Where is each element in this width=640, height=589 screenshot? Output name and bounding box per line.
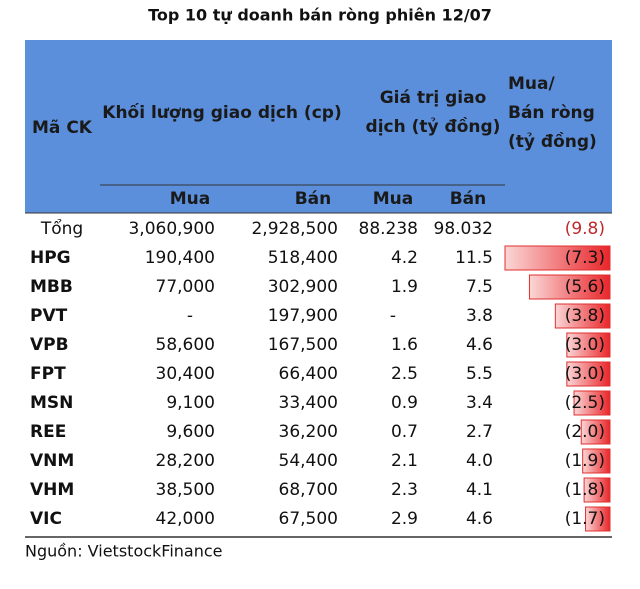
cell: 38,500 — [156, 480, 215, 500]
net-bar — [583, 477, 611, 503]
net-value: (3.8) — [565, 306, 605, 326]
cell: 190,400 — [145, 248, 215, 268]
cell: 9,100 — [166, 393, 215, 413]
cell: 7.5 — [466, 277, 493, 297]
cell: 5.5 — [466, 364, 493, 384]
row-code: Tổng — [40, 218, 83, 239]
header-value: dịch (tỷ đồng) — [366, 116, 501, 137]
cell: 2.5 — [391, 364, 418, 384]
net-bar — [554, 303, 611, 329]
header-sub: Bán — [295, 189, 332, 209]
cell: 4.1 — [466, 480, 493, 500]
header-value: Giá trị giao — [380, 88, 487, 108]
header-sub: Bán — [450, 189, 487, 209]
cell: 3.8 — [466, 306, 493, 326]
cell: 30,400 — [156, 364, 215, 384]
cell: 42,000 — [156, 509, 215, 529]
cell: 4.6 — [466, 335, 493, 355]
row-code: HPG — [30, 248, 71, 268]
row-code: REE — [30, 422, 66, 442]
net-value: (1.8) — [565, 480, 605, 500]
cell: 4.6 — [466, 509, 493, 529]
row-code: MSN — [30, 393, 73, 413]
cell: 77,000 — [156, 277, 215, 297]
cell: - — [187, 306, 193, 326]
cell: 2.7 — [466, 422, 493, 442]
cell: 302,900 — [268, 277, 338, 297]
row-code: PVT — [30, 306, 68, 326]
row-code: VIC — [30, 509, 62, 529]
header-volume: Khối lượng giao dịch (cp) — [102, 102, 341, 123]
cell: 518,400 — [268, 248, 338, 268]
net-value: (1.7) — [565, 509, 605, 529]
cell: 66,400 — [279, 364, 338, 384]
cell: 2,928,500 — [251, 219, 338, 239]
row-code: FPT — [30, 364, 66, 384]
header-net: (tỷ đồng) — [508, 131, 597, 152]
net-value: (1.9) — [565, 451, 605, 471]
net-value: (3.0) — [565, 364, 605, 384]
net-bar — [528, 274, 611, 300]
title: Top 10 tự doanh bán ròng phiên 12/07 — [148, 6, 492, 25]
cell: 1.9 — [391, 277, 418, 297]
cell: 0.9 — [391, 393, 418, 413]
header-net: Bán ròng — [508, 103, 595, 123]
cell: 2.9 — [391, 509, 418, 529]
cell: 54,400 — [279, 451, 338, 471]
source: Nguồn: VietstockFinance — [25, 542, 223, 561]
net-value: (3.0) — [565, 335, 605, 355]
cell: 67,500 — [279, 509, 338, 529]
header-bg — [25, 40, 612, 213]
cell: 98.032 — [434, 219, 493, 239]
header-net: Mua/ — [508, 74, 555, 94]
net-bar — [580, 419, 611, 445]
cell: 28,200 — [156, 451, 215, 471]
net-bar — [504, 245, 611, 271]
net-bar — [566, 332, 611, 358]
cell: 0.7 — [391, 422, 418, 442]
row-code: VNM — [30, 451, 74, 471]
header-sub: Mua — [170, 189, 211, 209]
net-value: (2.0) — [565, 422, 605, 442]
net-bar — [566, 361, 611, 387]
cell: 2.1 — [391, 451, 418, 471]
cell: 9,600 — [166, 422, 215, 442]
cell: 68,700 — [279, 480, 338, 500]
cell: 88.238 — [359, 219, 418, 239]
cell: 3.4 — [466, 393, 493, 413]
net-value: (2.5) — [565, 393, 605, 413]
cell: 58,600 — [156, 335, 215, 355]
cell: 11.5 — [455, 248, 493, 268]
row-code: VHM — [30, 480, 74, 500]
header-sub: Mua — [373, 189, 414, 209]
header-code: Mã CK — [32, 118, 93, 138]
net-value: (7.3) — [565, 248, 605, 268]
cell: 2.3 — [391, 480, 418, 500]
cell: 167,500 — [268, 335, 338, 355]
cell: 4.0 — [466, 451, 493, 471]
net-bar — [573, 390, 611, 416]
cell: 33,400 — [279, 393, 338, 413]
cell: - — [390, 306, 396, 326]
net-value: (5.6) — [565, 277, 605, 297]
cell: 36,200 — [279, 422, 338, 442]
cell: 1.6 — [391, 335, 418, 355]
cell: 4.2 — [391, 248, 418, 268]
cell: 197,900 — [268, 306, 338, 326]
row-code: VPB — [30, 335, 69, 355]
row-code: MBB — [30, 277, 73, 297]
cell: 3,060,900 — [128, 219, 215, 239]
net-bar — [582, 448, 611, 474]
net-value: (9.8) — [565, 219, 605, 239]
net-bar — [585, 506, 611, 532]
